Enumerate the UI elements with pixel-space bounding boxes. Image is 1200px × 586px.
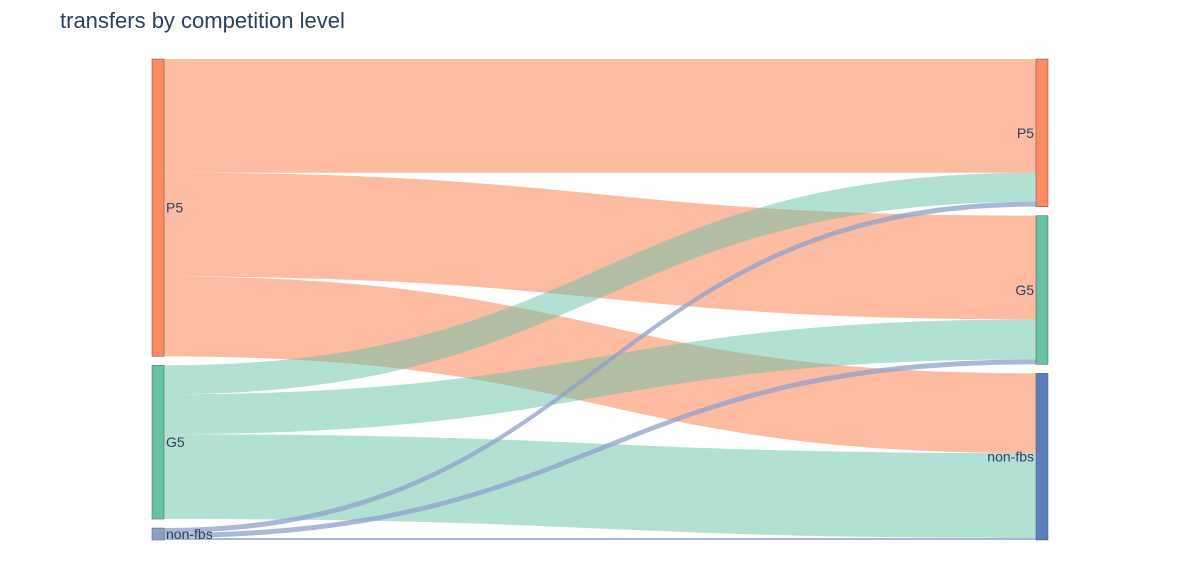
node-src-P5[interactable] (151, 58, 165, 357)
label-src-nonfbs: non-fbs (166, 526, 213, 542)
node-src-nonfbs[interactable] (151, 527, 165, 541)
nodes-layer (151, 58, 1049, 541)
links-layer (164, 59, 1036, 540)
link-src-P5-to-tgt-P5[interactable] (164, 59, 1036, 173)
node-tgt-G5[interactable] (1035, 215, 1049, 365)
labels-layer: P5 G5 non-fbs P5 G5 non-fbs (166, 125, 1034, 542)
label-tgt-G5: G5 (1015, 282, 1034, 298)
label-tgt-nonfbs: non-fbs (987, 449, 1034, 465)
label-tgt-P5: P5 (1017, 125, 1034, 141)
chart-title: transfers by competition level (60, 8, 345, 33)
label-src-P5: P5 (166, 200, 183, 216)
node-tgt-nonfbs[interactable] (1035, 373, 1049, 541)
link-src-G5-to-tgt-nonfbs[interactable] (164, 434, 1036, 539)
node-tgt-P5[interactable] (1035, 58, 1049, 207)
link-src-nonfbs-to-tgt-nonfbs[interactable] (164, 538, 1036, 540)
node-src-G5[interactable] (151, 365, 165, 520)
link-src-nonfbs-to-tgt-P5[interactable] (164, 201, 1036, 534)
link-src-G5-to-tgt-P5[interactable] (164, 172, 1036, 395)
link-src-P5-to-tgt-G5[interactable] (164, 172, 1036, 320)
link-src-G5-to-tgt-G5[interactable] (164, 319, 1036, 435)
link-src-nonfbs-to-tgt-G5[interactable] (164, 359, 1036, 539)
label-src-G5: G5 (166, 434, 185, 450)
